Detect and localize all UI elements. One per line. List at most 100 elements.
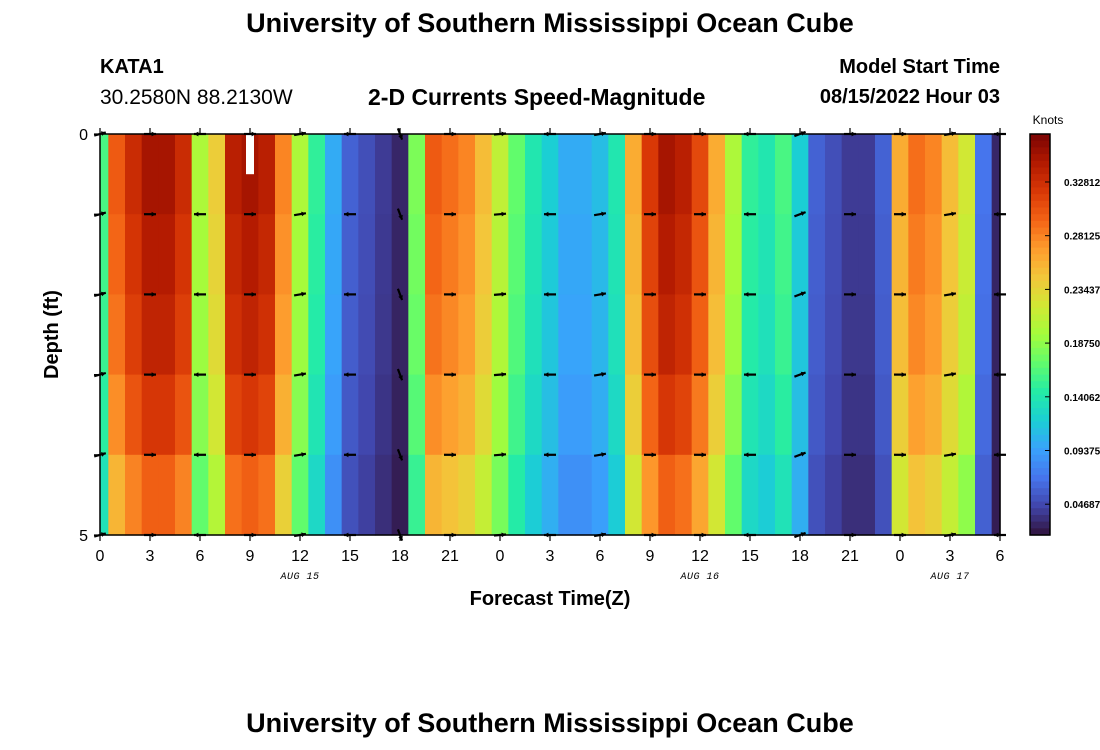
heatmap-cell — [141, 214, 159, 295]
current-arrow — [493, 452, 507, 457]
heatmap-cell — [158, 214, 176, 295]
heatmap-cell — [741, 294, 759, 376]
heatmap-cell — [191, 134, 209, 215]
heatmap-cell — [858, 454, 876, 536]
heatmap-cell — [875, 214, 893, 295]
heatmap-cell — [958, 374, 976, 456]
colorbar-segment — [1030, 274, 1050, 282]
heatmap-cell — [825, 294, 843, 376]
heatmap-cell — [125, 374, 143, 456]
colorbar-segment — [1030, 341, 1050, 349]
heatmap-cell — [341, 374, 359, 456]
current-arrows — [93, 128, 1006, 541]
current-arrow — [894, 372, 906, 377]
heatmap-cell — [325, 374, 343, 456]
colorbar-segment — [1030, 227, 1050, 235]
heatmap-cell — [308, 214, 326, 295]
heatmap-cell — [458, 134, 476, 215]
colorbar-segment — [1030, 167, 1050, 175]
x-tick-label: 18 — [791, 548, 809, 565]
heatmap-cell — [258, 134, 276, 215]
heatmap-cell — [391, 374, 409, 456]
heatmap-cell — [325, 454, 343, 536]
current-arrow — [794, 371, 806, 378]
heatmap-cell — [691, 454, 709, 536]
heatmap-cell — [691, 374, 709, 456]
heatmap-cell — [425, 374, 443, 456]
heatmap-cell — [675, 454, 693, 536]
heatmap-cell — [508, 374, 526, 456]
colorbar-segment — [1030, 147, 1050, 155]
heatmap-cell — [975, 134, 993, 215]
current-arrow — [194, 292, 206, 297]
heatmap-cell — [141, 134, 159, 215]
heatmap-cell — [358, 134, 376, 215]
heatmap-cell — [691, 214, 709, 295]
heatmap-cell — [475, 374, 493, 456]
heatmap-cell — [675, 214, 693, 295]
colorbar-segment — [1030, 408, 1050, 416]
heatmap-cell — [941, 214, 959, 295]
heatmap-cell — [208, 294, 226, 376]
heatmap-cell — [925, 294, 943, 376]
colorbar-segment — [1030, 200, 1050, 209]
heatmap-cell — [458, 454, 476, 536]
colorbar-tick-label: 0.09375 — [1064, 447, 1100, 458]
current-arrow — [244, 211, 256, 217]
colorbar-segment — [1030, 514, 1050, 523]
x-tick-label: 12 — [291, 548, 309, 565]
heatmap-cell — [658, 214, 676, 295]
heatmap-cell — [808, 454, 826, 536]
heatmap-cell — [491, 294, 509, 376]
heatmap-cell — [958, 454, 976, 536]
colorbar-segment — [1030, 361, 1050, 369]
heatmap-cell — [241, 454, 259, 536]
current-arrow — [344, 292, 356, 297]
heatmap-cell — [791, 454, 809, 536]
heatmap-cell — [875, 294, 893, 376]
current-arrow — [644, 211, 656, 217]
heatmap-cell — [441, 454, 459, 536]
heatmap-cell — [675, 374, 693, 456]
heatmap-cell — [225, 214, 243, 295]
y-tick-label: 5 — [79, 528, 88, 545]
colorbar-segment — [1030, 214, 1050, 222]
heatmap-cell — [908, 294, 926, 376]
heatmap-cell — [908, 454, 926, 536]
heatmap-cell — [608, 134, 626, 215]
current-arrow — [293, 291, 307, 297]
heatmap-cell — [541, 374, 559, 456]
heatmap-cell — [858, 374, 876, 456]
colorbar-segment — [1030, 254, 1050, 262]
heatmap-cell — [425, 454, 443, 536]
heatmap-cell — [508, 454, 526, 536]
colorbar-frame — [1029, 133, 1051, 536]
heatmap-cell — [475, 454, 493, 536]
heatmap-cell — [100, 134, 109, 215]
colorbar-segment — [1030, 394, 1050, 402]
heatmap-cell — [825, 134, 843, 215]
heatmap-cell — [475, 134, 493, 215]
current-arrow — [943, 211, 957, 217]
x-tick-label: 3 — [946, 548, 955, 565]
heatmap-cell — [608, 374, 626, 456]
heatmap-cell — [341, 294, 359, 376]
heatmap-cell — [441, 294, 459, 376]
heatmap-cell — [458, 294, 476, 376]
colorbar-segment — [1030, 528, 1050, 536]
heatmap-cell — [225, 374, 243, 456]
x-tick-label: 6 — [996, 548, 1005, 565]
colorbar-segment — [1030, 441, 1050, 449]
current-arrow — [194, 452, 206, 458]
heatmap-cell — [708, 214, 726, 295]
colorbar-segment — [1030, 421, 1050, 429]
colorbar-segment — [1030, 160, 1050, 169]
heatmap-cell — [808, 214, 826, 295]
heatmap-cell — [725, 214, 743, 295]
colorbar-segment — [1030, 207, 1050, 215]
x-tick-label: 15 — [341, 548, 359, 565]
heatmap-cell — [258, 374, 276, 456]
heatmap-cell — [808, 294, 826, 376]
colorbar-segment — [1030, 327, 1050, 336]
heatmap-cell — [908, 214, 926, 295]
